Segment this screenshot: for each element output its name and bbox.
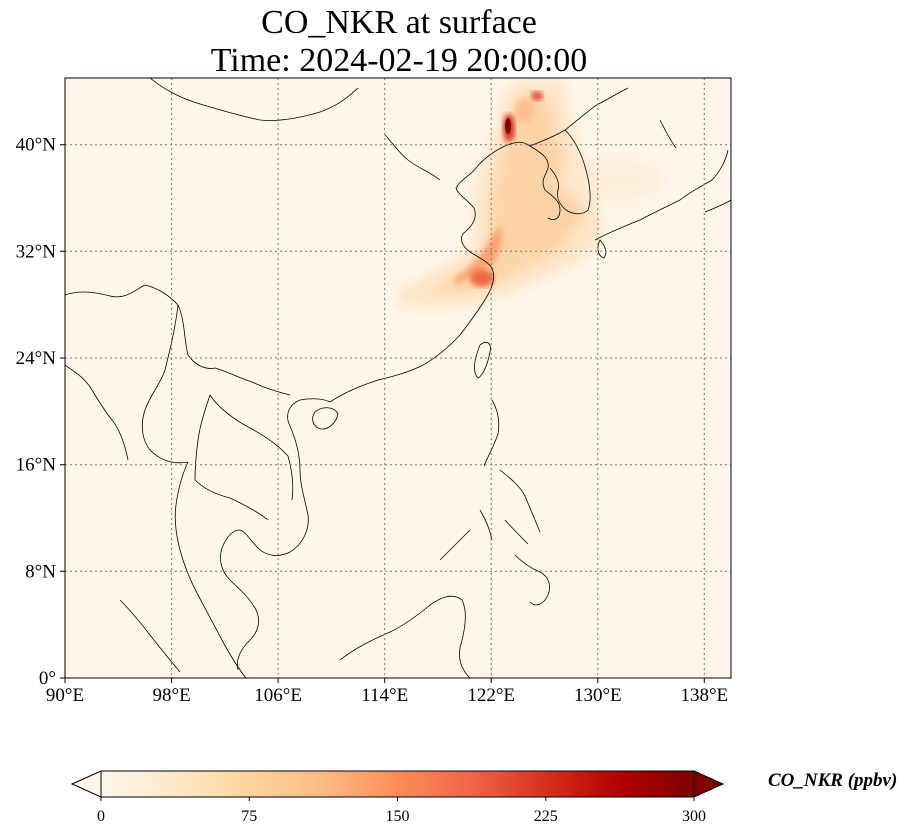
map-time-subtitle: Time: 2024-02-19 20:00:00 xyxy=(210,42,588,79)
colorbar-min-extend xyxy=(70,770,102,798)
x-tick-label: 122°E xyxy=(467,685,515,706)
colorbar-gradient xyxy=(100,770,695,798)
x-tick-label: 130°E xyxy=(574,685,622,706)
colorbar-tick-label: 300 xyxy=(682,808,706,825)
colorbar-label: CO_NKR (ppbv) xyxy=(768,770,898,791)
y-tick-label: 0° xyxy=(39,668,56,689)
y-tick-label: 40°N xyxy=(16,135,57,156)
x-tick-label: 114°E xyxy=(361,685,408,706)
tick-marks xyxy=(60,144,705,683)
colorbar-max-extend xyxy=(693,770,725,798)
map-frame xyxy=(64,77,732,679)
y-tick-label: 16°N xyxy=(16,455,57,476)
x-tick-label: 90°E xyxy=(46,685,84,706)
colorbar-tick-label: 150 xyxy=(386,808,410,825)
y-tick-label: 24°N xyxy=(16,348,57,369)
map-title: CO_NKR at surface xyxy=(261,4,537,41)
colorbar: 0 75 150 225 300 xyxy=(70,770,725,825)
y-tick-label: 32°N xyxy=(16,241,57,262)
colorbar-tick-label: 0 xyxy=(97,808,105,825)
x-tick-label: 138°E xyxy=(680,685,728,706)
x-tick-label: 98°E xyxy=(152,685,190,706)
x-tick-label: 106°E xyxy=(254,685,302,706)
colorbar-tick-label: 225 xyxy=(534,808,558,825)
graticule xyxy=(65,78,731,678)
coastlines xyxy=(65,78,731,678)
y-tick-label: 8°N xyxy=(25,561,56,582)
colorbar-tick-label: 75 xyxy=(241,808,257,825)
